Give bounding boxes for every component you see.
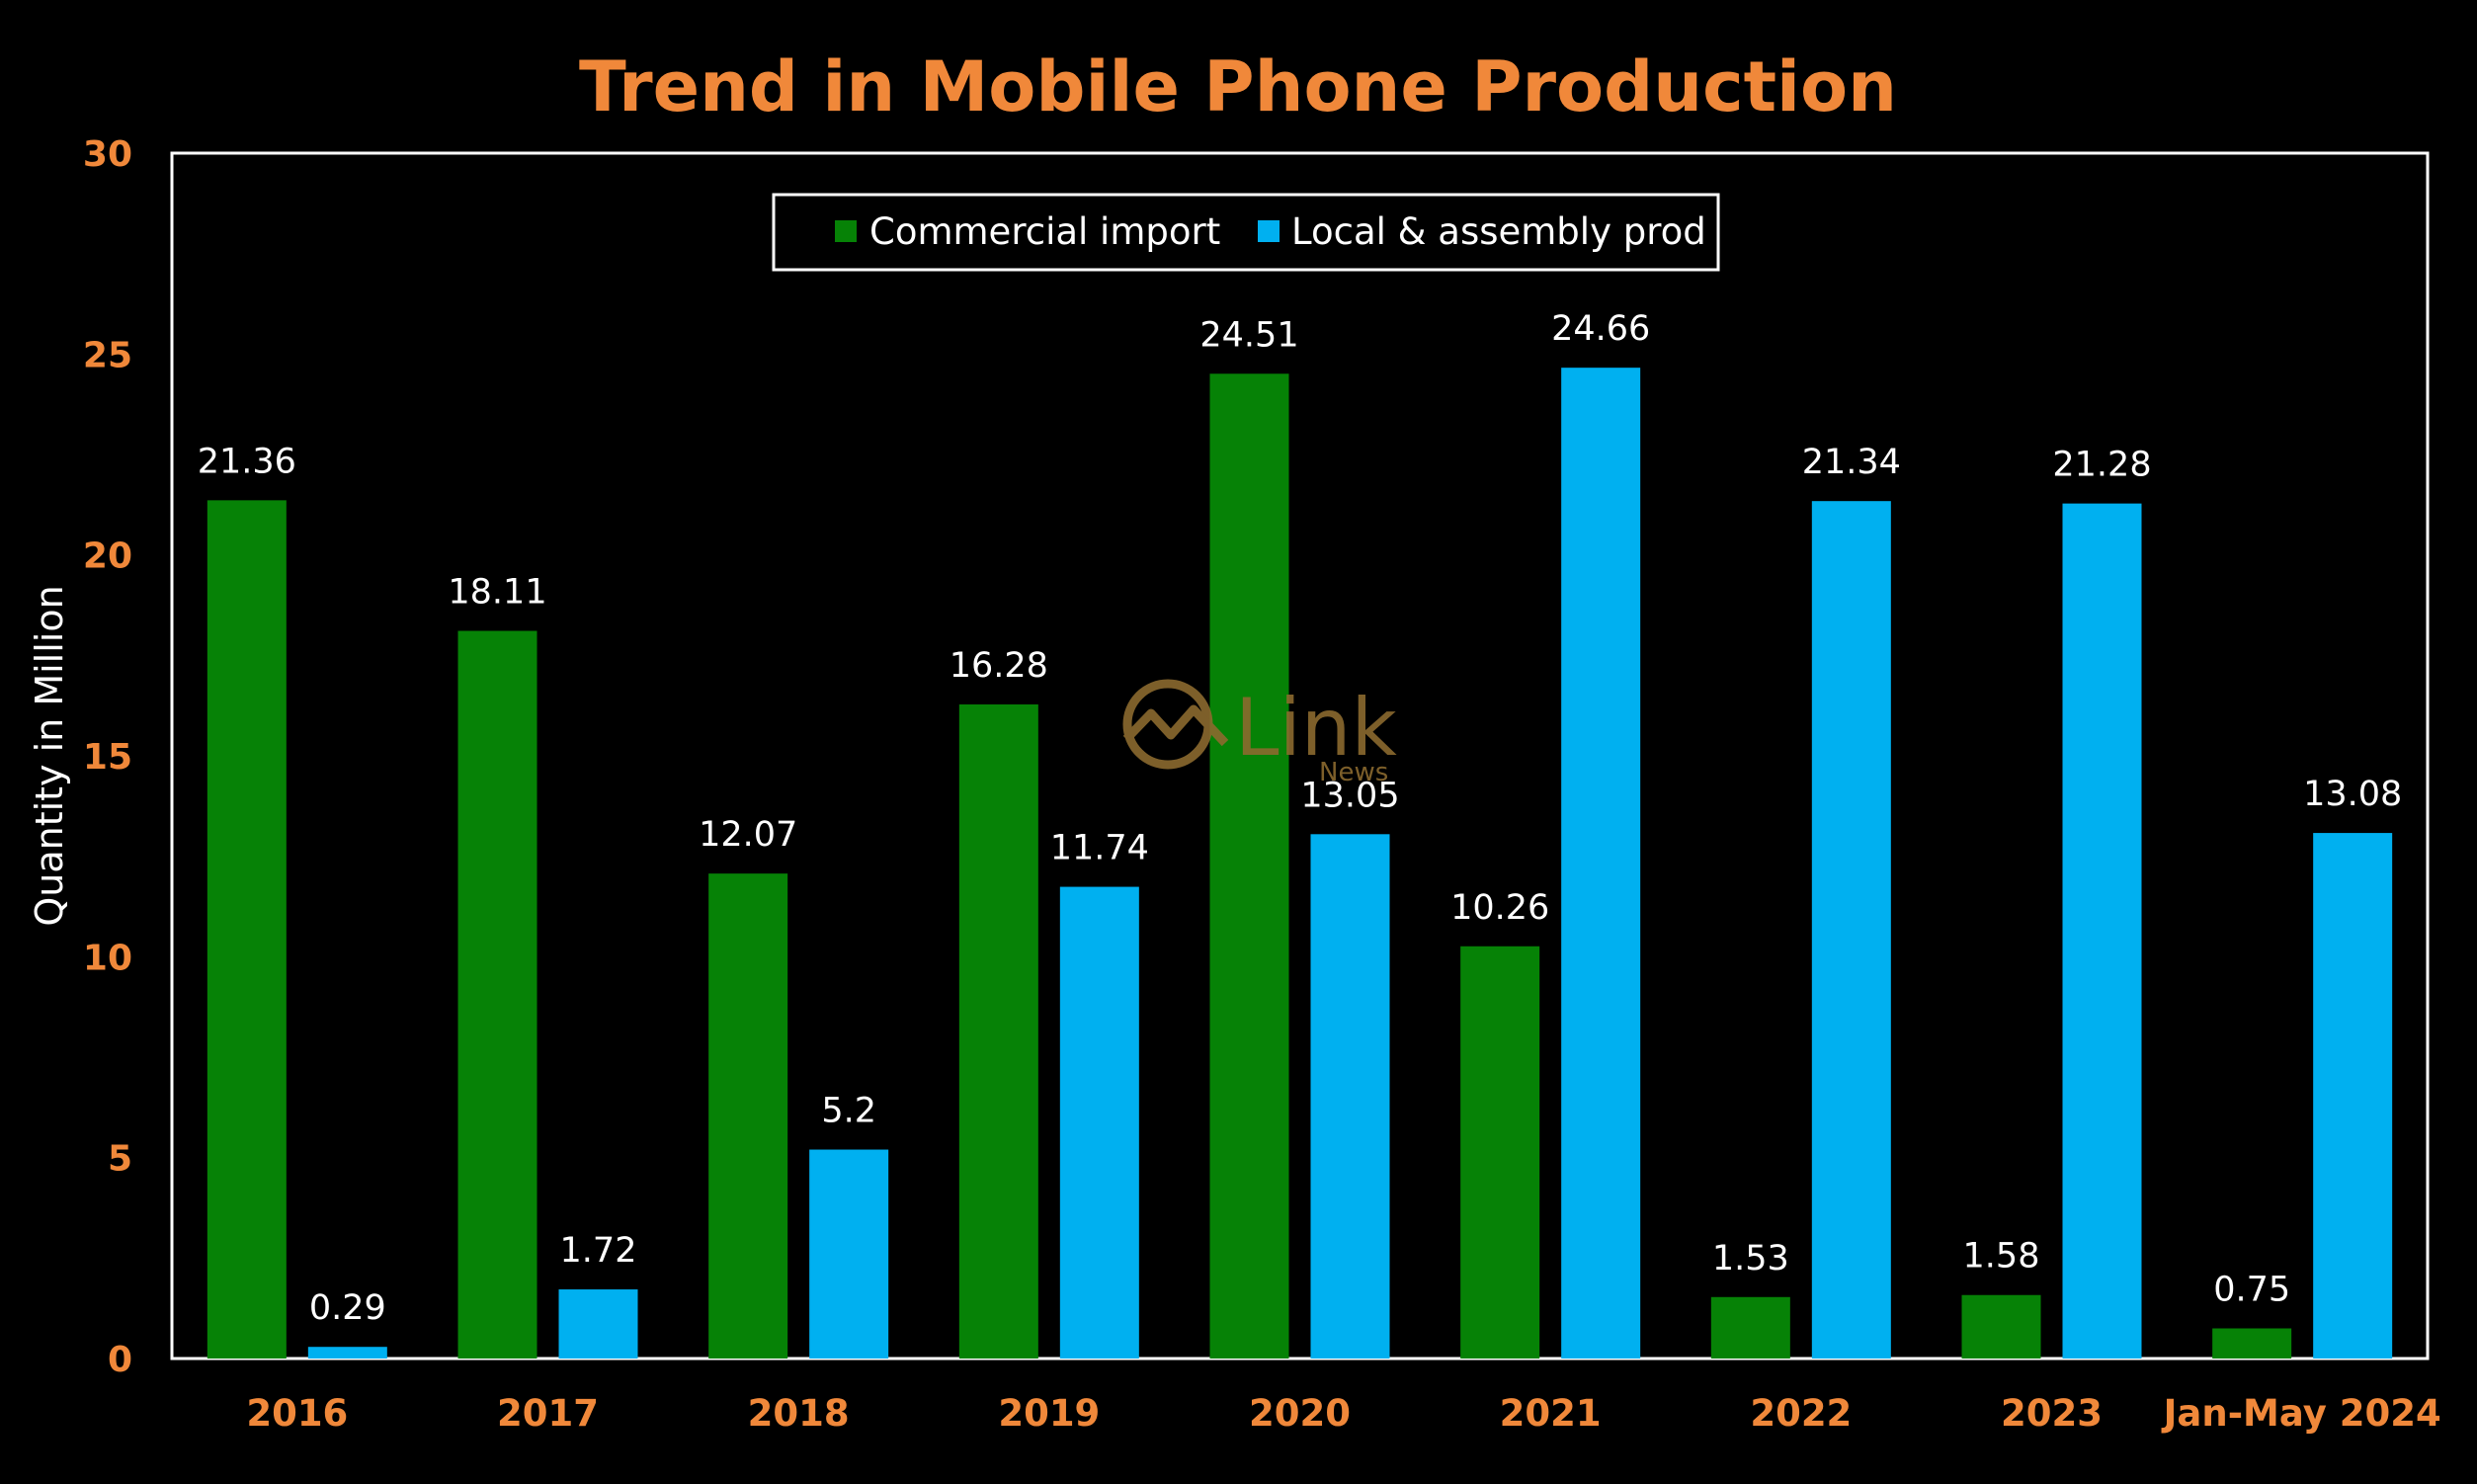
data-label: 12.07 xyxy=(699,815,797,855)
bar-local-assembly-prod xyxy=(1310,834,1390,1359)
bar-local-assembly-prod xyxy=(2313,833,2393,1359)
x-tick-label: 2021 xyxy=(1500,1392,1602,1435)
x-tick-label: 2022 xyxy=(1750,1392,1852,1435)
y-tick-label: 25 xyxy=(83,335,132,375)
bar-local-assembly-prod xyxy=(809,1149,889,1359)
bar-local-assembly-prod xyxy=(558,1289,638,1359)
x-tick-label: 2020 xyxy=(1249,1392,1351,1435)
plot-frame xyxy=(170,151,2430,1360)
data-label: 0.75 xyxy=(2213,1271,2290,1310)
bar-commercial-import xyxy=(2212,1328,2292,1359)
data-label: 13.08 xyxy=(2303,775,2402,814)
watermark-brand: Link xyxy=(1235,682,1398,774)
data-label: 21.34 xyxy=(1802,443,1901,482)
data-label: 21.36 xyxy=(198,442,296,481)
y-tick-label: 0 xyxy=(108,1340,132,1380)
legend: Commercial import Local & assembly prod xyxy=(772,193,1720,272)
bar-local-assembly-prod xyxy=(307,1347,387,1359)
legend-swatch-local-assembly-prod xyxy=(1258,220,1280,242)
bar-local-assembly-prod xyxy=(1561,368,1641,1359)
bar-local-assembly-prod xyxy=(1811,501,1891,1359)
data-label: 10.26 xyxy=(1450,888,1549,928)
chart-title: Trend in Mobile Phone Production xyxy=(579,46,1897,127)
data-label: 24.51 xyxy=(1199,315,1298,355)
y-tick-label: 10 xyxy=(83,938,132,978)
plot-area-border xyxy=(170,151,2430,1360)
x-tick-label: 2017 xyxy=(497,1392,599,1435)
data-label: 13.05 xyxy=(1300,776,1399,815)
legend-swatch-commercial-import xyxy=(835,220,857,242)
y-tick-label: 15 xyxy=(83,737,132,778)
y-tick-label: 5 xyxy=(108,1139,132,1180)
x-tick-label: 2016 xyxy=(246,1392,348,1435)
legend-box xyxy=(772,193,1720,272)
data-label: 0.29 xyxy=(309,1288,386,1328)
watermark-logo: Link News xyxy=(1122,679,1398,787)
legend-label-commercial-import: Commercial import xyxy=(869,210,1220,253)
data-label: 1.53 xyxy=(1712,1239,1789,1278)
watermark-sub: News xyxy=(1319,758,1388,787)
bar-commercial-import xyxy=(1961,1294,2041,1359)
data-label: 24.66 xyxy=(1551,309,1650,349)
x-tick-label: 2018 xyxy=(748,1392,850,1435)
bar-commercial-import xyxy=(958,703,1038,1359)
legend-label-local-assembly-prod: Local & assembly prod xyxy=(1291,210,1706,253)
data-label: 16.28 xyxy=(950,646,1048,686)
bar-local-assembly-prod xyxy=(1059,886,1139,1359)
y-tick-label: 20 xyxy=(83,536,132,577)
bar-commercial-import xyxy=(206,500,287,1359)
data-label: 21.28 xyxy=(2052,446,2151,485)
data-label: 18.11 xyxy=(448,573,546,613)
data-label: 5.2 xyxy=(821,1092,876,1131)
bar-commercial-import xyxy=(457,630,537,1359)
bar-local-assembly-prod xyxy=(2062,503,2142,1359)
y-axis-label: Quantity in Million xyxy=(28,585,71,926)
x-tick-label: 2023 xyxy=(2001,1392,2103,1435)
y-axis-ticks: 0 5 10 15 20 25 30 xyxy=(83,134,132,1380)
watermark-trend-line xyxy=(1122,704,1229,747)
bars xyxy=(206,368,2393,1359)
bar-commercial-import xyxy=(1460,946,1540,1359)
data-labels: 21.36 0.29 18.11 1.72 12.07 5.2 16.28 11.74 24.5… xyxy=(198,309,2403,1328)
bar-commercial-import xyxy=(1209,373,1289,1359)
bar-commercial-import xyxy=(708,873,788,1359)
bar-commercial-import xyxy=(1710,1296,1790,1359)
x-tick-label: Jan-May 2024 xyxy=(2161,1392,2441,1435)
data-label: 1.58 xyxy=(1963,1237,2040,1277)
y-tick-label: 30 xyxy=(83,134,132,175)
data-label: 1.72 xyxy=(560,1231,637,1271)
x-tick-label: 2019 xyxy=(998,1392,1100,1435)
x-axis-ticks: 2016 2017 2018 2019 2020 2021 2022 2023 Jan-May … xyxy=(246,1392,2440,1435)
data-label: 11.74 xyxy=(1050,829,1149,868)
